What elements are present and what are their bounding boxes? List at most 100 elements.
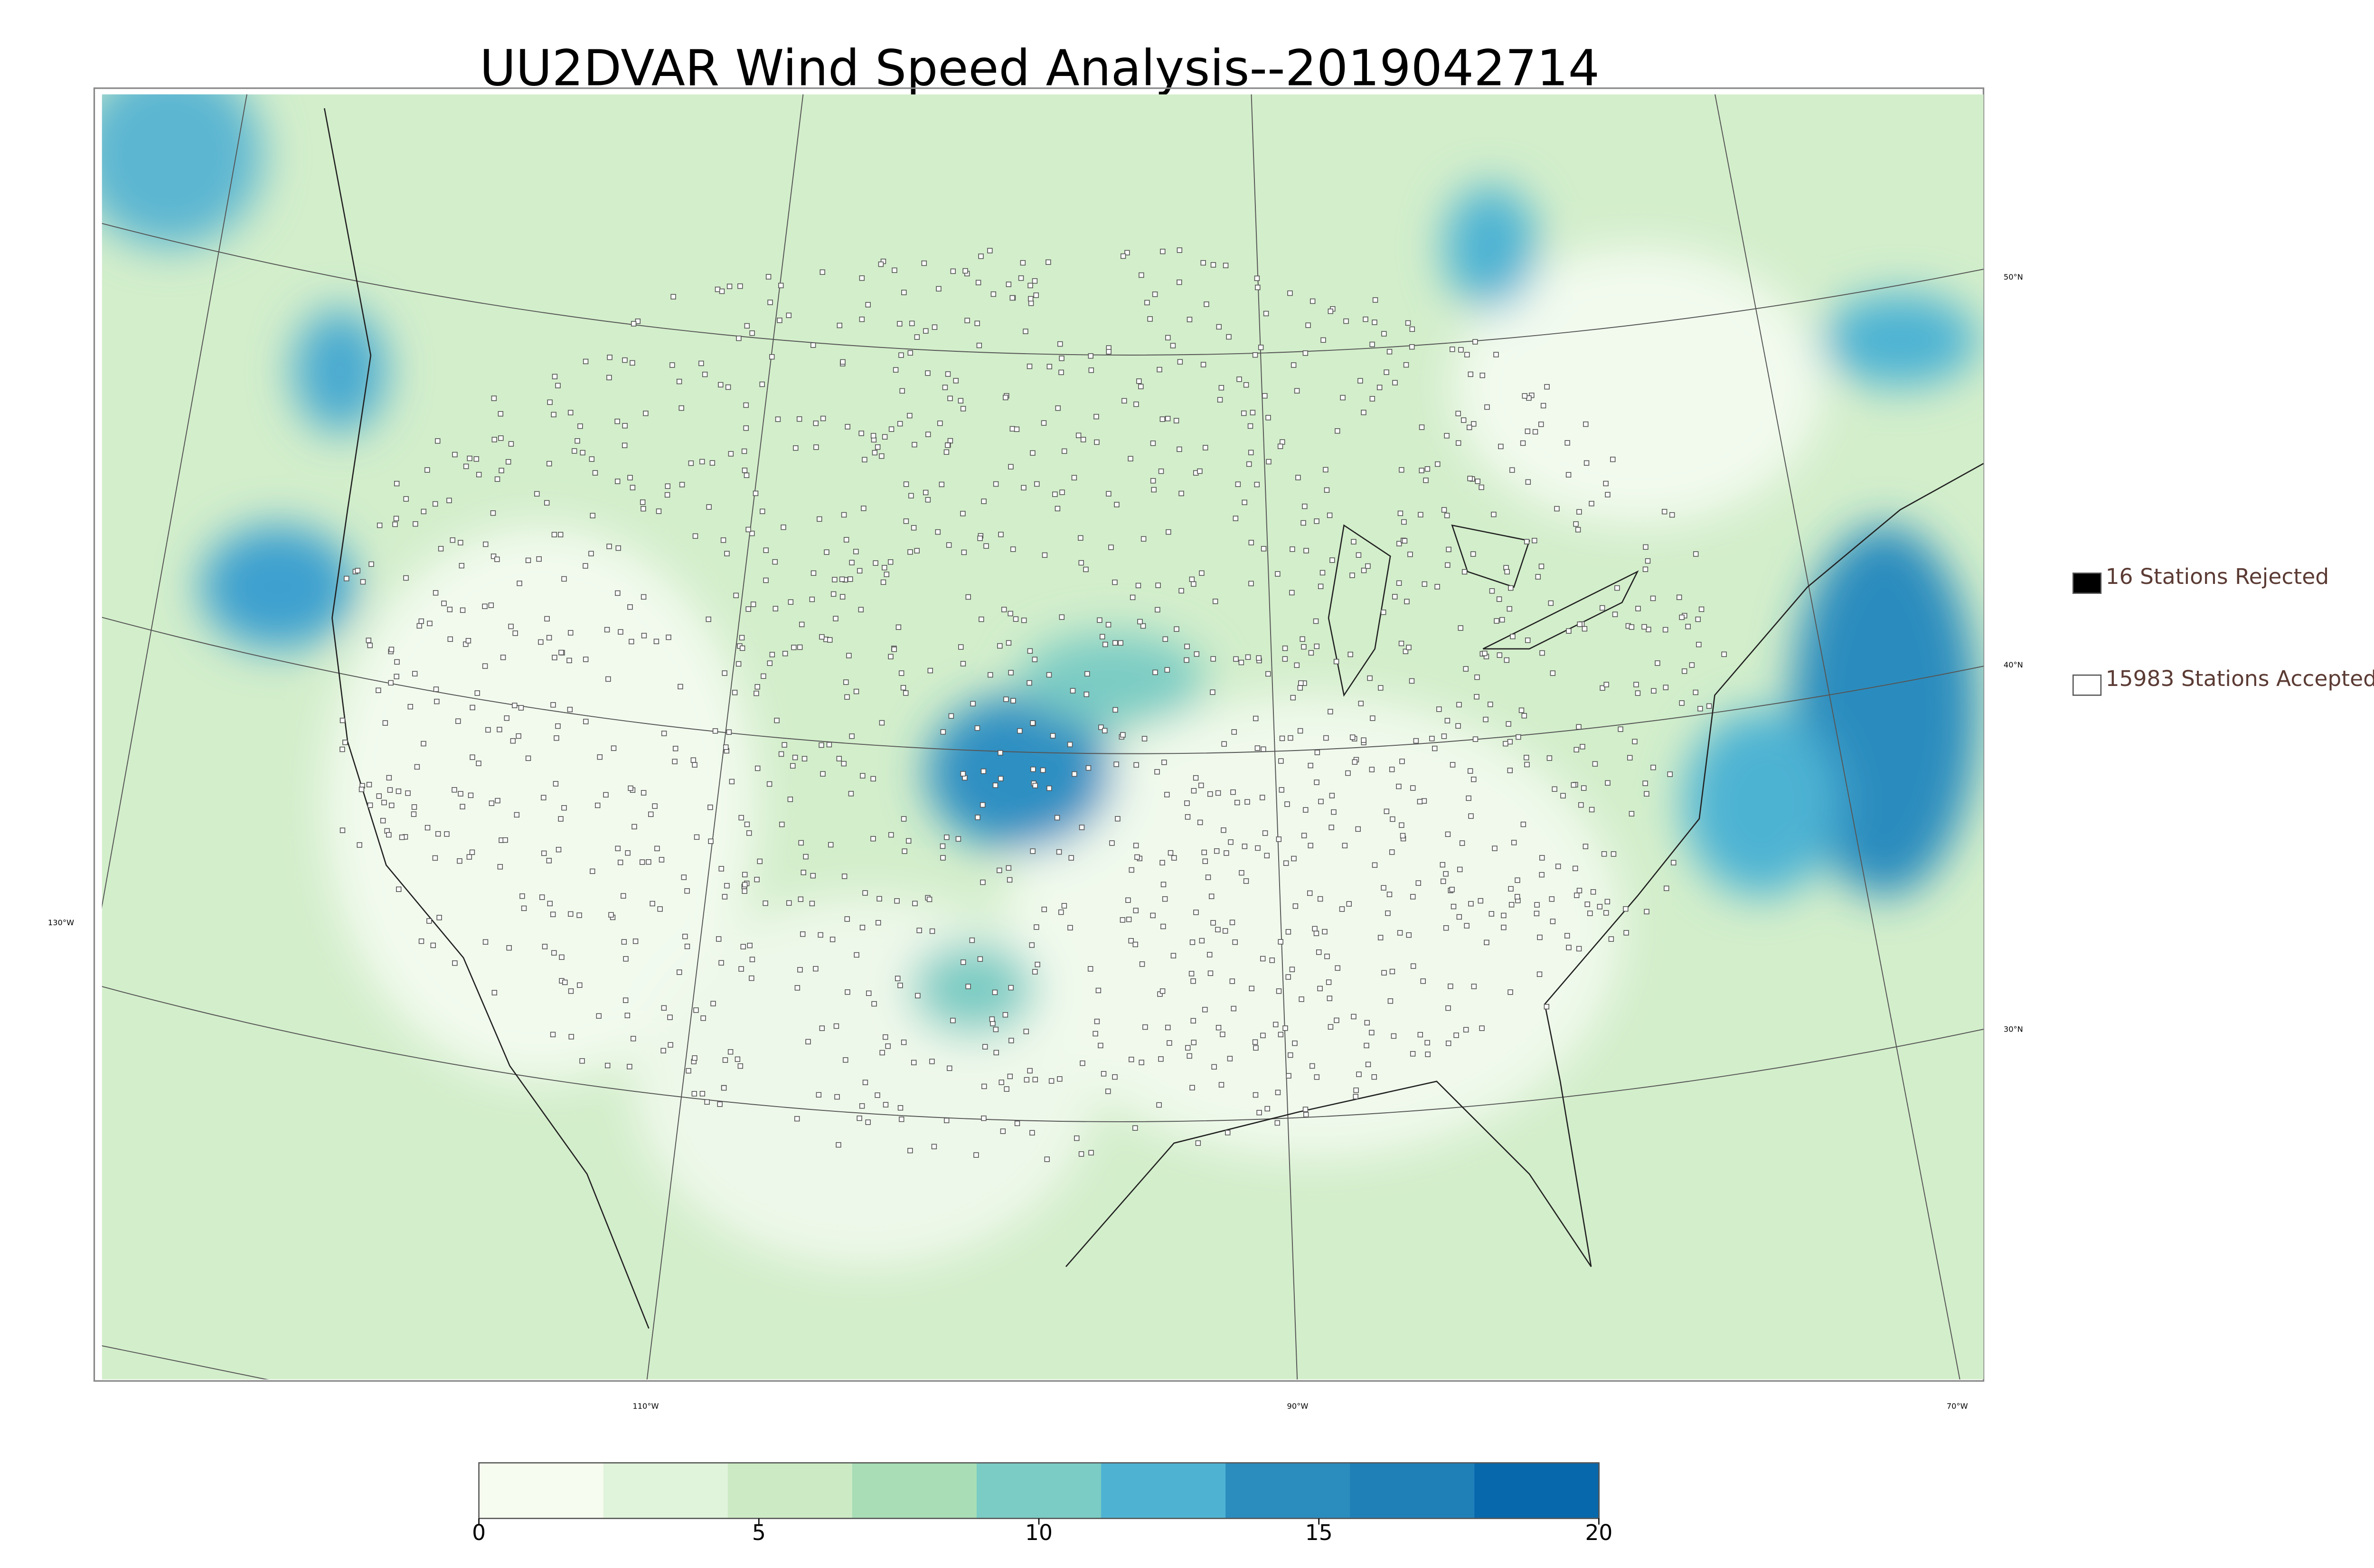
- station: [1573, 747, 1579, 752]
- station: [1273, 1022, 1279, 1027]
- station: [932, 324, 938, 330]
- station: [1118, 640, 1123, 646]
- station: [1560, 793, 1566, 798]
- station: [1696, 642, 1702, 648]
- station: [820, 269, 825, 275]
- station: [517, 581, 522, 586]
- station: [1369, 396, 1375, 402]
- station: [1671, 860, 1677, 865]
- station: [974, 320, 980, 326]
- station: [1445, 1005, 1451, 1011]
- station: [1419, 468, 1424, 473]
- station: [339, 827, 346, 833]
- station: [735, 1056, 741, 1062]
- station: [562, 979, 568, 986]
- station: [1190, 978, 1196, 984]
- station: [1582, 626, 1588, 632]
- station: [1358, 701, 1364, 706]
- station: [1017, 728, 1023, 734]
- colorbar: 0 5 10 15 20: [472, 1462, 1612, 1545]
- station: [551, 412, 556, 418]
- station: [1002, 1012, 1008, 1018]
- station: [1014, 426, 1020, 432]
- station: [1460, 417, 1467, 423]
- station: [1308, 762, 1313, 769]
- station: [1669, 512, 1675, 518]
- station: [396, 886, 402, 892]
- station: [988, 672, 993, 678]
- station: [688, 460, 694, 466]
- station: [891, 647, 897, 652]
- station: [1329, 793, 1335, 798]
- station: [813, 966, 819, 972]
- station: [418, 618, 424, 624]
- station: [1160, 923, 1166, 930]
- station: [682, 933, 688, 939]
- station: [797, 967, 803, 973]
- station: [339, 717, 346, 723]
- station: [1058, 369, 1064, 376]
- station: [1584, 901, 1590, 907]
- station: [1583, 421, 1589, 427]
- station: [432, 855, 438, 861]
- station: [583, 657, 589, 662]
- station: [1406, 932, 1412, 938]
- station: [742, 888, 747, 894]
- station: [1326, 979, 1332, 985]
- station: [1608, 936, 1614, 942]
- station: [1309, 298, 1316, 304]
- station: [1544, 384, 1550, 390]
- station: [394, 480, 400, 487]
- station: [1177, 359, 1183, 365]
- station: [1322, 929, 1328, 935]
- station: [937, 420, 943, 426]
- station: [798, 840, 804, 846]
- station: [1255, 284, 1261, 291]
- station: [1484, 939, 1489, 945]
- station: [1573, 865, 1578, 872]
- station: [692, 533, 698, 539]
- station: [907, 549, 913, 555]
- station: [1697, 706, 1703, 712]
- station: [508, 623, 514, 629]
- station: [916, 928, 922, 933]
- station: [769, 354, 775, 360]
- station: [1580, 744, 1585, 750]
- station: [494, 556, 500, 562]
- station: [614, 418, 620, 424]
- station: [617, 859, 623, 865]
- station: [1058, 909, 1064, 915]
- station: [1632, 739, 1638, 744]
- colorbar-band: [603, 1463, 729, 1519]
- station: [718, 382, 724, 388]
- colorbar-tick-label: 10: [1025, 1520, 1053, 1545]
- station: [1508, 902, 1515, 908]
- station: [1139, 961, 1145, 967]
- station: [339, 746, 345, 752]
- station: [394, 674, 399, 679]
- station: [1285, 974, 1291, 980]
- station: [1059, 489, 1065, 495]
- station: [622, 442, 628, 448]
- station: [1141, 736, 1148, 742]
- station: [1112, 579, 1118, 585]
- station: [1140, 536, 1147, 542]
- station: [879, 1050, 885, 1056]
- station: [1371, 1074, 1377, 1080]
- station: [858, 431, 864, 436]
- station: [661, 731, 667, 736]
- station: [717, 1101, 723, 1107]
- station: [541, 795, 546, 800]
- station: [502, 837, 508, 843]
- station: [692, 762, 697, 768]
- station: [1399, 822, 1404, 828]
- station: [1603, 910, 1609, 916]
- station: [1061, 903, 1067, 909]
- station: [704, 1099, 710, 1105]
- station: [1353, 1087, 1359, 1093]
- station: [1471, 777, 1477, 782]
- station: [588, 551, 594, 556]
- station: [1088, 367, 1094, 373]
- station: [1055, 405, 1061, 411]
- station: [903, 481, 909, 487]
